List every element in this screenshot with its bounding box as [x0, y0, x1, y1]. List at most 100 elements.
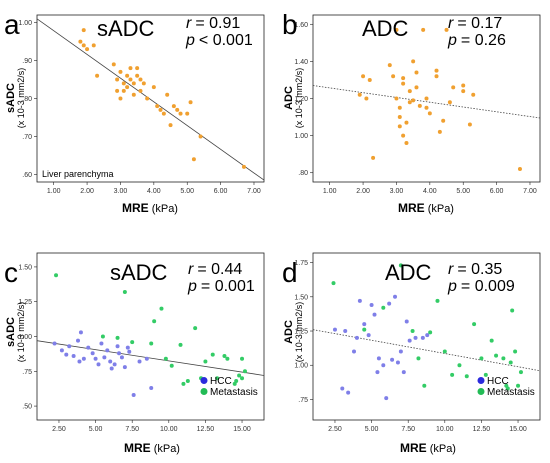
data-point: [376, 356, 381, 361]
data-point: [414, 85, 419, 90]
data-point: [416, 356, 421, 361]
data-point: [472, 322, 477, 327]
y-tick-label: 1.75: [294, 260, 308, 267]
data-point: [118, 96, 123, 101]
stat-p-value: = 0.009: [461, 278, 515, 295]
data-point: [401, 76, 406, 81]
y-axis-label-unit: (x 10-3 mm2/s): [16, 68, 26, 129]
data-point: [391, 74, 396, 79]
trend-line: [312, 329, 541, 372]
y-tick-label: .80: [298, 170, 308, 177]
y-axis-label-bold: sADC: [5, 83, 17, 113]
data-point: [115, 88, 120, 93]
data-point: [178, 342, 183, 347]
data-point: [122, 289, 127, 294]
data-point: [215, 376, 220, 381]
data-point: [461, 83, 466, 88]
x-tick-label: 7.50: [401, 426, 415, 433]
data-point: [225, 356, 230, 361]
stat-p: p < 0.001: [185, 32, 253, 49]
data-point: [427, 111, 432, 116]
stat-p-symbol: p: [447, 278, 457, 295]
panel-a: 1.00 2.00 3.00 4.00 5.00 6.00 7.00 .60 .70 .80 .90…: [4, 9, 265, 215]
data-point: [434, 74, 439, 79]
data-point: [332, 327, 337, 332]
y-axis-label-bold: ADC: [283, 320, 295, 344]
data-point: [149, 341, 154, 346]
panel-d: 2.50 5.00 7.50 10.00 12.50 15.00 .75 1.00 1.25 1.…: [282, 252, 541, 455]
data-point: [178, 111, 183, 116]
x-axis-label-unit: (kPa): [430, 443, 456, 455]
data-point: [222, 353, 227, 358]
x-tick-label: 2.50: [52, 426, 66, 433]
data-point: [371, 155, 376, 160]
data-point: [362, 327, 367, 332]
data-point: [510, 308, 515, 313]
data-point: [343, 329, 348, 334]
data-point: [434, 68, 439, 73]
data-point: [451, 85, 456, 90]
data-point: [67, 344, 72, 349]
data-point: [144, 356, 149, 361]
panel-letter: a: [4, 9, 20, 40]
data-point: [424, 96, 429, 101]
data-point: [169, 363, 174, 368]
data-point: [401, 133, 406, 138]
data-point: [96, 362, 101, 367]
data-point: [118, 69, 123, 74]
data-point: [494, 353, 499, 358]
data-point: [64, 352, 69, 357]
x-axis-label-unit: (kPa): [428, 203, 454, 215]
data-point: [131, 92, 136, 97]
y-tick-label: .80: [22, 96, 32, 103]
y-tick-label: 1.50: [18, 264, 32, 271]
x-axis-label-bold: MRE: [122, 201, 149, 215]
data-point: [112, 362, 117, 367]
x-axis-label-bold: MRE: [400, 441, 427, 455]
legend-label: Metastasis: [210, 387, 258, 398]
stat-p: p = 0.001: [187, 278, 255, 295]
data-point: [340, 386, 345, 391]
data-point: [394, 96, 399, 101]
panel-letter: c: [4, 257, 18, 288]
x-axis-label-bold: MRE: [124, 441, 151, 455]
data-point: [397, 124, 402, 129]
data-point: [175, 107, 180, 112]
data-point: [81, 43, 86, 48]
data-point: [85, 47, 90, 52]
y-tick-label: 1.25: [294, 329, 308, 336]
data-point: [115, 77, 120, 82]
stat-p-symbol: p: [447, 32, 457, 49]
data-point: [387, 301, 392, 306]
y-tick-label: 1.20: [294, 96, 308, 103]
data-point: [135, 73, 140, 78]
y-axis-label: ADC (x 10-3 mm2/s): [283, 68, 304, 129]
data-point: [240, 356, 245, 361]
stat-p-value: = 0.26: [461, 32, 506, 49]
data-point: [435, 298, 440, 303]
data-point: [149, 385, 154, 390]
data-point: [479, 356, 484, 361]
stat-r: r = 0.17: [448, 15, 502, 32]
data-point: [130, 340, 135, 345]
x-tick-label: 7.00: [523, 188, 537, 195]
data-point: [424, 105, 429, 110]
trend-line: [36, 18, 265, 181]
x-tick-label: 4.00: [147, 188, 161, 195]
y-axis-label-unit: (x 10-3 mm2/s): [294, 302, 304, 363]
data-point: [128, 77, 133, 82]
data-point: [59, 348, 64, 353]
stat-r-symbol: r: [448, 15, 454, 32]
y-axis-label-bold: ADC: [283, 86, 295, 110]
y-tick-label: .70: [22, 134, 32, 141]
data-point: [444, 27, 449, 32]
data-point: [447, 100, 452, 105]
data-point: [77, 359, 82, 364]
data-point: [394, 27, 399, 32]
stat-r: r = 0.91: [186, 15, 240, 32]
y-tick-label: 1.25: [18, 299, 32, 306]
data-point: [71, 353, 76, 358]
data-point: [404, 120, 409, 125]
data-point: [346, 390, 351, 395]
data-point: [361, 74, 366, 79]
